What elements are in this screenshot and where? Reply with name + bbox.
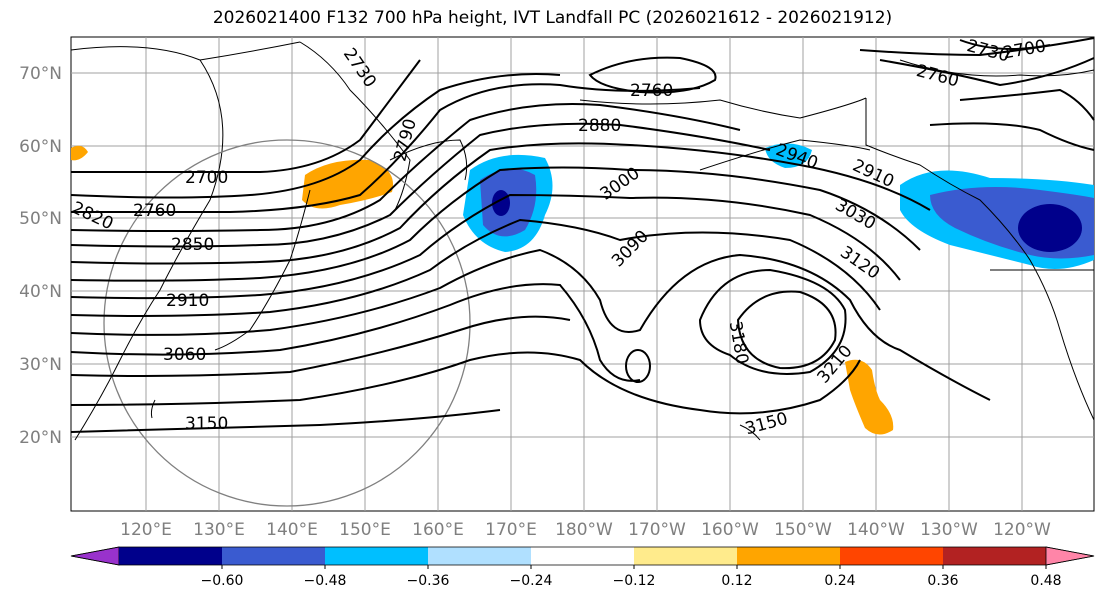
latitude-label: 60°N: [19, 137, 62, 157]
height-contours: [70, 37, 1095, 433]
colorbar-segment: [325, 547, 429, 565]
latitude-label: 50°N: [19, 209, 62, 229]
contour-label: 2910: [166, 291, 209, 311]
latitude-axis: 70°N 60°N 50°N 40°N 30°N 20°N: [19, 64, 62, 448]
colorbar-tick-label: −0.24: [510, 573, 553, 589]
colorbar-extend-low: [70, 546, 120, 566]
ivt-positive-region: [71, 145, 88, 161]
contour-label: 2760: [133, 201, 176, 221]
ivt-shading: [71, 143, 1094, 435]
longitude-label: 140°W: [847, 520, 905, 540]
contour-label: 2700: [185, 168, 228, 188]
colorbar-tick-label: 0.24: [824, 573, 855, 589]
colorbar-segment: [943, 547, 1047, 565]
longitude-label: 130°W: [920, 520, 978, 540]
colorbar-tick-label: −0.60: [201, 573, 244, 589]
longitude-label: 180°W: [555, 520, 613, 540]
colorbar-tick-label: 0.48: [1030, 573, 1061, 589]
colorbar-outline: [70, 546, 1095, 566]
longitude-label: 160°E: [412, 520, 464, 540]
longitude-label: 150°E: [339, 520, 391, 540]
colorbar-tick-label: −0.48: [304, 573, 347, 589]
colorbar-tick-label: 0.12: [721, 573, 752, 589]
longitude-label: 170°W: [628, 520, 686, 540]
longitude-label: 120°E: [120, 520, 172, 540]
map-title: 2026021400 F132 700 hPa height, IVT Land…: [212, 8, 893, 28]
colorbar: −0.60 −0.48 −0.36 −0.24 −0.12 0.12 0.24 0.36 0.4…: [70, 546, 1095, 589]
longitude-label: 130°E: [193, 520, 245, 540]
colorbar-tick-label: 0.36: [927, 573, 958, 589]
longitude-label: 140°E: [266, 520, 318, 540]
latitude-label: 20°N: [19, 428, 62, 448]
contour-label: 3150: [185, 414, 228, 434]
map-frame: [70, 36, 1095, 512]
longitude-axis: 120°E 130°E 140°E 150°E 160°E 170°E 180°W 170°W…: [120, 520, 1051, 540]
colorbar-segment: [840, 547, 944, 565]
longitude-label: 120°W: [993, 520, 1051, 540]
contour-label: 3060: [163, 345, 206, 365]
ivt-negative-core: [1018, 204, 1082, 252]
colorbar-segment: [119, 547, 223, 565]
landfall-radius-circle: [103, 139, 471, 507]
colorbar-tick-label: −0.36: [407, 573, 450, 589]
contour-label: 2850: [171, 235, 214, 255]
colorbar-segment: [737, 547, 841, 565]
colorbar-segment: [634, 547, 738, 565]
colorbar-extend-high: [1045, 546, 1095, 566]
colorbar-segment: [222, 547, 326, 565]
latitude-label: 30°N: [19, 355, 62, 375]
ivt-positive-region: [302, 159, 394, 209]
latitude-label: 70°N: [19, 64, 62, 84]
ivt-positive-region: [845, 359, 894, 435]
contour-label: 2880: [578, 116, 621, 136]
colorbar-segment: [428, 547, 532, 565]
colorbar-segment: [531, 547, 635, 565]
latitude-label: 40°N: [19, 282, 62, 302]
longitude-label: 150°W: [774, 520, 832, 540]
contour-label: 2760: [630, 81, 673, 101]
colorbar-tick-label: −0.12: [613, 573, 656, 589]
longitude-label: 170°E: [485, 520, 537, 540]
longitude-label: 160°W: [701, 520, 759, 540]
